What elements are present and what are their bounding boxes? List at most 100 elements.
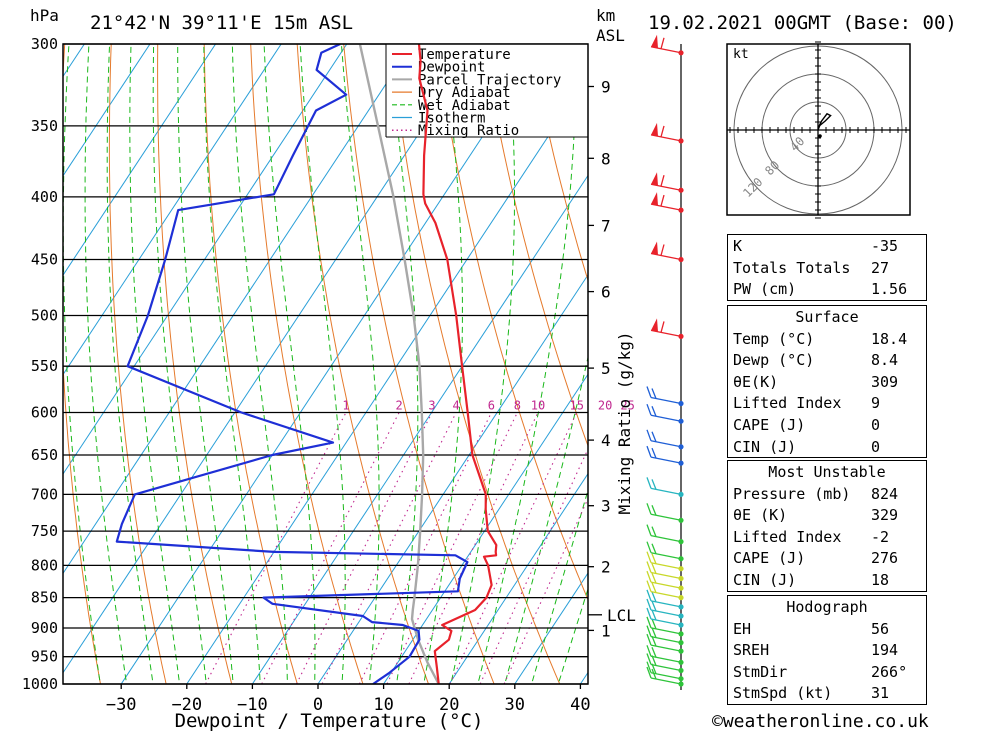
wind-barb-flag bbox=[651, 543, 657, 554]
wind-level-dot bbox=[678, 517, 684, 523]
wind-barb bbox=[646, 386, 684, 407]
temperature-tick-label: −30 bbox=[106, 695, 137, 715]
mixing-ratio-label: 25 bbox=[620, 399, 634, 413]
wind-barb bbox=[650, 318, 684, 339]
dry-adiabat-line bbox=[934, 7, 1000, 710]
pressure-tick-label: 750 bbox=[31, 522, 58, 540]
pressure-tick-label: 400 bbox=[31, 188, 58, 206]
mixing-ratio-label: 1 bbox=[342, 399, 349, 413]
wind-barb-flag bbox=[646, 645, 652, 657]
pressure-tick-label: 900 bbox=[31, 619, 58, 637]
x-axis-title: Dewpoint / Temperature (°C) bbox=[175, 710, 484, 732]
totals-totals-row: Totals Totals 27 bbox=[728, 257, 926, 279]
most-unstable-panel: Most Unstable Pressure (mb) 824 θE (K) 3… bbox=[727, 460, 927, 592]
mu-li-label: Lifted Index bbox=[733, 527, 842, 546]
mu-cin-row: CIN (J) 18 bbox=[728, 569, 926, 591]
pressure-tick-label: 650 bbox=[31, 446, 58, 464]
temperature-tick-label: 40 bbox=[570, 695, 590, 715]
wind-barb-flag bbox=[646, 589, 652, 602]
height-tick-label: 4 bbox=[601, 431, 611, 450]
mixing-ratio-label: 4 bbox=[452, 399, 459, 413]
wind-barb-flag bbox=[651, 572, 657, 584]
wind-barb-flag bbox=[646, 403, 652, 416]
wind-barb-flag bbox=[660, 125, 665, 138]
asl-unit-label: ASL bbox=[596, 26, 625, 45]
pressure-tick-label: 600 bbox=[31, 404, 58, 422]
wind-barb-flag bbox=[646, 625, 652, 637]
wind-barb-flag bbox=[646, 503, 652, 515]
eh-value: 56 bbox=[871, 619, 890, 638]
wind-level-dot bbox=[678, 585, 684, 591]
pressure-tick-label: 1000 bbox=[22, 675, 58, 693]
wind-barb-pennant bbox=[651, 241, 658, 255]
k-index-row: K -35 bbox=[728, 235, 926, 257]
wind-level-dot bbox=[678, 556, 684, 562]
sreh-row: SREH 194 bbox=[728, 639, 926, 661]
wind-barb bbox=[646, 403, 684, 424]
stmdir-row: StmDir 266° bbox=[728, 661, 926, 683]
wind-barb-flag bbox=[646, 551, 652, 563]
pressure-tick-label: 550 bbox=[31, 357, 58, 375]
wet-adiabat-line bbox=[504, 355, 588, 684]
height-tick-label: 1 bbox=[601, 621, 611, 640]
mu-pressure-value: 824 bbox=[871, 484, 899, 503]
pressure-unit-label: hPa bbox=[30, 6, 59, 25]
legend-entry: Wet Adiabat bbox=[418, 98, 511, 114]
temperature-tick-label: 10 bbox=[373, 695, 393, 715]
wet-adiabat-line bbox=[531, 488, 588, 684]
wind-barb-pennant bbox=[651, 172, 658, 186]
wind-barb-flag bbox=[651, 591, 657, 603]
temperature-series-line bbox=[417, 44, 498, 684]
height-tick-label: 8 bbox=[601, 149, 611, 168]
wind-barb-flag bbox=[646, 429, 652, 442]
wind-barb bbox=[646, 477, 684, 497]
wind-level-dot bbox=[678, 648, 684, 654]
wet-adiabat-line bbox=[388, 44, 419, 684]
storm-motion-dot bbox=[818, 134, 822, 138]
totals-totals-label: Totals Totals bbox=[733, 258, 851, 277]
wind-barb-pennant bbox=[651, 192, 658, 206]
mixing-ratio-line bbox=[479, 447, 588, 684]
wind-level-dot bbox=[678, 640, 684, 646]
temperature-tick-label: −20 bbox=[171, 695, 202, 715]
wind-barb-flag bbox=[651, 405, 657, 417]
wind-barb-flag bbox=[646, 633, 652, 646]
wind-barb-flag bbox=[646, 666, 652, 679]
sreh-value: 194 bbox=[871, 641, 899, 660]
wind-barb bbox=[646, 616, 684, 637]
wind-barb-flag bbox=[651, 526, 657, 537]
wind-barb bbox=[646, 598, 684, 619]
dry-adiabat-line bbox=[108, 44, 167, 684]
copyright-footer[interactable]: ©weatheronline.co.uk bbox=[712, 711, 929, 732]
wind-barb-flag bbox=[660, 194, 665, 207]
mixing-ratio-label: 10 bbox=[531, 399, 545, 413]
hodograph-unit-label: kt bbox=[733, 47, 749, 62]
stmspd-row: StmSpd (kt) 31 bbox=[728, 682, 926, 704]
wind-level-dot bbox=[678, 138, 684, 144]
height-tick-label: 9 bbox=[601, 78, 611, 97]
mixing-ratio-label: 6 bbox=[488, 399, 495, 413]
location-title: 21°42'N 39°11'E 15m ASL bbox=[90, 12, 353, 34]
wind-barb-flag bbox=[651, 388, 657, 399]
surface-cin-label: CIN (J) bbox=[733, 437, 797, 456]
pw-value: 1.56 bbox=[871, 280, 908, 299]
isotherm-line bbox=[514, 572, 588, 684]
wet-adiabat-line bbox=[299, 44, 346, 684]
wind-barb-flag bbox=[651, 505, 657, 516]
mu-li-value: -2 bbox=[871, 527, 890, 546]
wind-barb-flag bbox=[651, 635, 657, 647]
wind-barb-flag bbox=[651, 618, 657, 630]
surface-cape-label: CAPE (J) bbox=[733, 416, 806, 434]
dry-adiabat-line bbox=[63, 44, 102, 684]
height-tick-label: 2 bbox=[601, 558, 611, 577]
wind-level-dot bbox=[678, 418, 684, 424]
mu-thetae-label: θE (K) bbox=[733, 506, 788, 525]
wind-barb-flag bbox=[660, 175, 665, 187]
wind-level-dot bbox=[678, 444, 684, 450]
wind-level-dot bbox=[678, 50, 684, 56]
wet-adiabat-line bbox=[557, 587, 588, 684]
wind-barb-shaft bbox=[650, 252, 682, 261]
surface-dewp-row: Dewp (°C) 8.4 bbox=[728, 349, 926, 371]
pressure-tick-label: 350 bbox=[31, 117, 58, 135]
